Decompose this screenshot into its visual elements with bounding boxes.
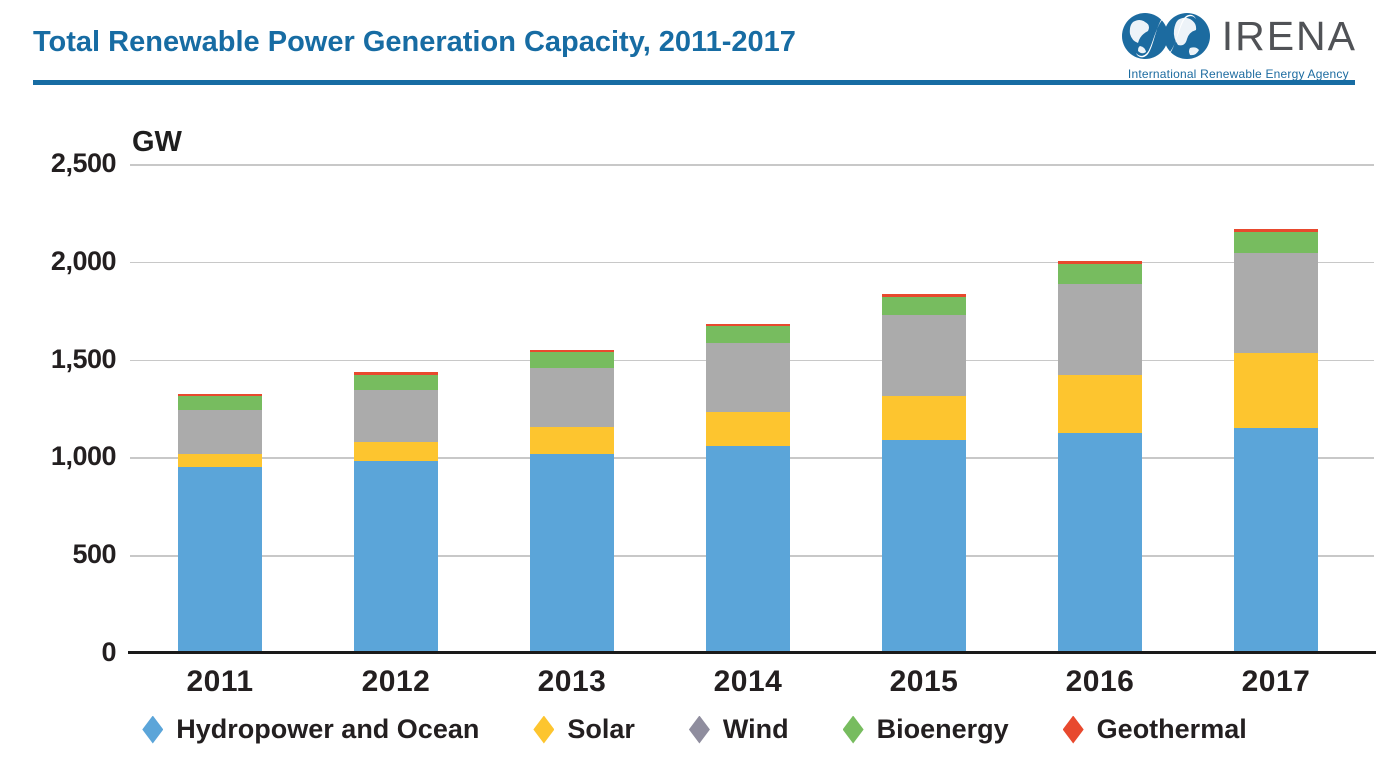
legend-item-wind: Wind xyxy=(688,714,789,745)
y-tick-label-2000: 2,000 xyxy=(50,245,117,276)
irena-globes-icon xyxy=(1121,13,1210,59)
bar-segment-bioenergy-2012 xyxy=(354,374,438,390)
legend-label-hydropower-and-ocean: Hydropower and Ocean xyxy=(176,714,480,744)
bar-2016 xyxy=(1012,164,1188,653)
gridline-2500 xyxy=(130,164,1374,166)
legend-label-wind: Wind xyxy=(722,714,789,744)
gridline-2000 xyxy=(130,261,1374,264)
x-tick-label-2012: 2012 xyxy=(361,665,431,698)
y-axis-tick-labels: 0 500 1,000 1,500 2,000 2,500 xyxy=(0,148,117,667)
bar-segment-geothermal-2016 xyxy=(1058,261,1142,264)
bar-segment-bioenergy-2014 xyxy=(706,326,790,344)
bar-segment-wind-2016 xyxy=(1058,283,1142,375)
chart-legend: Hydropower and Ocean Solar Wind Bioenergy Ge… xyxy=(0,714,1389,745)
bar-segment-geothermal-2014 xyxy=(706,324,790,327)
x-axis-tick-labels: 2011 2012 2013 2014 2015 2016 2017 xyxy=(132,665,1364,699)
legend-item-hydropower-and-ocean: Hydropower and Ocean xyxy=(142,714,479,745)
bar-segment-wind-2011 xyxy=(178,410,262,454)
plot-area xyxy=(128,164,1376,654)
x-tick-label-2013: 2013 xyxy=(537,665,607,698)
irena-logo: IRENA International Renewable Energy Age… xyxy=(1120,8,1357,81)
bar-2017 xyxy=(1188,164,1364,653)
irena-tagline: International Renewable Energy Agency xyxy=(1127,67,1349,81)
bar-segment-solar-2011 xyxy=(178,453,262,468)
bar-2014 xyxy=(660,164,836,653)
legend-item-solar: Solar xyxy=(533,714,635,745)
bar-segment-wind-2015 xyxy=(882,315,966,397)
x-axis-line xyxy=(128,651,1376,654)
bar-segment-hydropower-and-ocean-2014 xyxy=(706,445,790,653)
bar-segment-solar-2016 xyxy=(1058,374,1142,433)
y-tick-label-2500: 2,500 xyxy=(50,147,117,178)
bar-2013 xyxy=(484,164,660,653)
bar-segment-wind-2017 xyxy=(1234,252,1318,353)
legend-diamond-icon-hydropower-and-ocean xyxy=(142,715,164,744)
x-tick-label-2014: 2014 xyxy=(713,665,783,698)
bar-segment-geothermal-2012 xyxy=(354,372,438,375)
bar-segment-bioenergy-2017 xyxy=(1234,231,1318,253)
legend-diamond-icon-geothermal xyxy=(1062,715,1084,744)
legend-label-geothermal: Geothermal xyxy=(1096,714,1247,744)
bar-segment-bioenergy-2015 xyxy=(882,296,966,316)
header-rule xyxy=(33,80,1355,85)
x-tick-label-2011: 2011 xyxy=(186,665,254,698)
irena-wordmark: IRENA xyxy=(1221,12,1357,59)
bar-2012 xyxy=(308,164,484,653)
bar-segment-geothermal-2017 xyxy=(1234,228,1318,232)
bar-2011 xyxy=(132,164,308,653)
legend-diamond-icon-solar xyxy=(533,715,555,744)
bar-segment-hydropower-and-ocean-2012 xyxy=(354,461,438,653)
x-tick-label-2015: 2015 xyxy=(889,665,959,698)
bar-segment-geothermal-2013 xyxy=(530,349,614,353)
legend-item-geothermal: Geothermal xyxy=(1062,714,1247,745)
legend-diamond-icon-wind xyxy=(688,715,710,744)
bar-segment-hydropower-and-ocean-2015 xyxy=(882,439,966,653)
bar-segment-hydropower-and-ocean-2013 xyxy=(530,453,614,653)
x-tick-label-2016: 2016 xyxy=(1065,665,1135,698)
y-tick-label-1000: 1,000 xyxy=(50,441,117,472)
bars-group xyxy=(132,164,1364,653)
bar-segment-bioenergy-2011 xyxy=(178,396,262,411)
bar-segment-geothermal-2011 xyxy=(178,394,262,397)
y-tick-label-500: 500 xyxy=(72,539,116,570)
legend-label-solar: Solar xyxy=(567,714,635,744)
bar-segment-geothermal-2015 xyxy=(882,294,966,297)
x-tick-label-2017: 2017 xyxy=(1241,665,1311,698)
bar-segment-bioenergy-2013 xyxy=(530,352,614,369)
bar-segment-solar-2012 xyxy=(354,441,438,462)
legend-diamond-icon-bioenergy xyxy=(842,715,864,744)
legend-label-bioenergy: Bioenergy xyxy=(876,714,1009,744)
bar-segment-solar-2015 xyxy=(882,396,966,440)
bar-segment-wind-2012 xyxy=(354,389,438,442)
bar-segment-solar-2014 xyxy=(706,411,790,446)
y-tick-label-0: 0 xyxy=(101,636,116,667)
bar-segment-solar-2013 xyxy=(530,427,614,454)
bar-segment-wind-2014 xyxy=(706,343,790,412)
bar-segment-hydropower-and-ocean-2016 xyxy=(1058,432,1142,653)
bar-segment-hydropower-and-ocean-2011 xyxy=(178,467,262,653)
y-axis-unit-label: GW xyxy=(132,126,182,158)
y-tick-label-1500: 1,500 xyxy=(50,343,117,374)
bar-segment-bioenergy-2016 xyxy=(1058,263,1142,284)
page-title: Total Renewable Power Generation Capacit… xyxy=(33,26,796,58)
bar-2015 xyxy=(836,164,1012,653)
bar-segment-solar-2017 xyxy=(1234,352,1318,429)
bar-segment-wind-2013 xyxy=(530,368,614,428)
bar-segment-hydropower-and-ocean-2017 xyxy=(1234,428,1318,653)
legend-item-bioenergy: Bioenergy xyxy=(842,714,1009,745)
